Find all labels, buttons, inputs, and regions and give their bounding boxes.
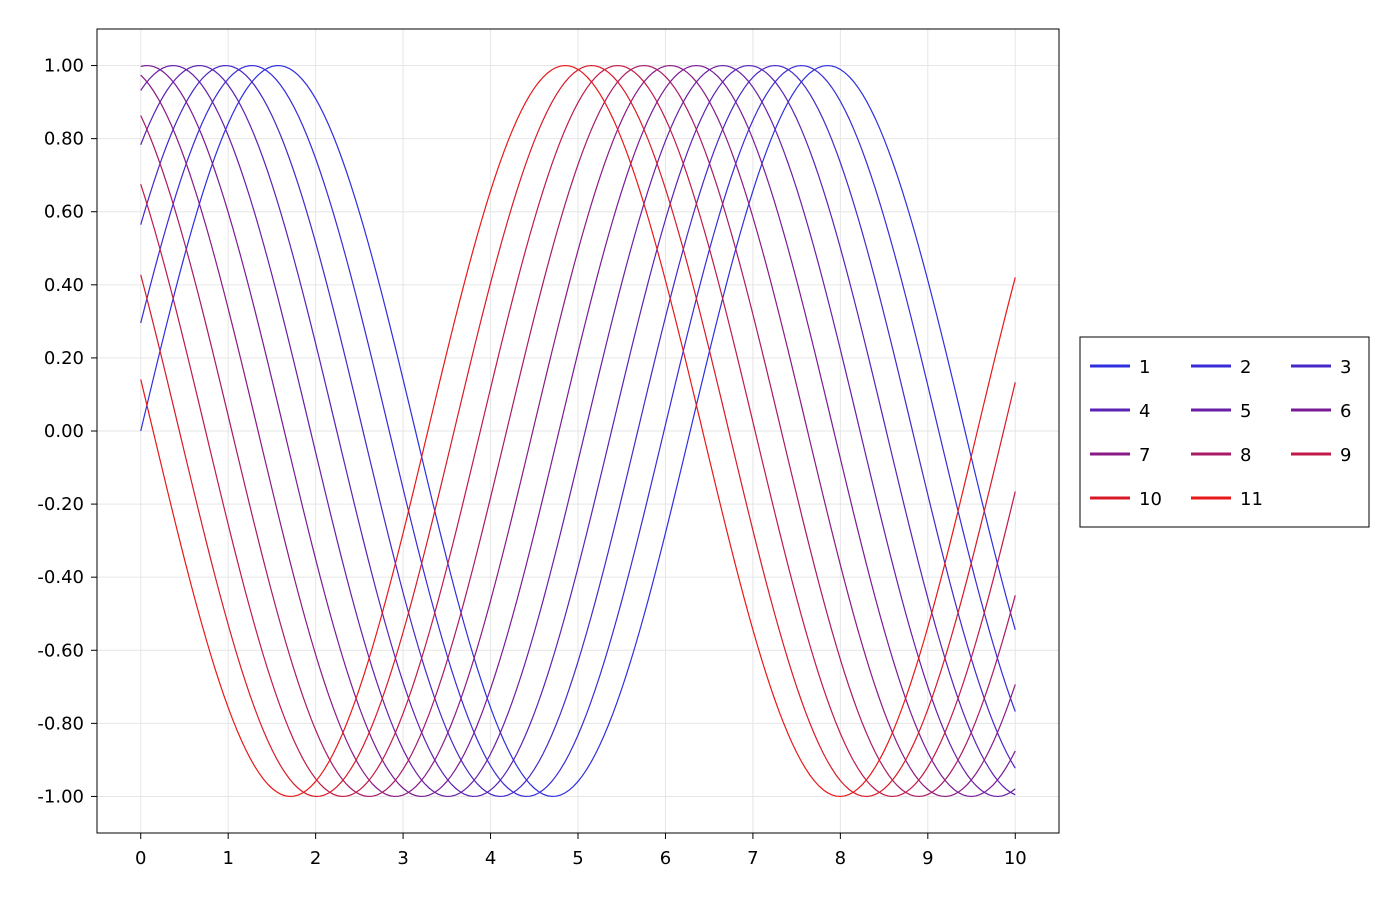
legend-label: 1 [1139,357,1150,378]
y-tick-label: 0.60 [44,202,84,223]
legend: 1 2 3 4 5 6 7 8 9 10 11 [1079,336,1370,528]
y-tick-label: -0.20 [37,494,84,515]
x-tick-label: 4 [485,848,496,869]
legend-box [1079,336,1370,528]
legend-item-6: 6 [1291,401,1351,422]
legend-label: 6 [1340,401,1351,422]
series-line-11 [140,64,1016,798]
legend-label: 4 [1139,401,1150,422]
legend-item-3: 3 [1291,357,1351,378]
series-line-3 [140,64,1016,798]
y-tick-label: 0.80 [44,129,84,150]
x-tick-label: 10 [1004,848,1027,869]
legend-item-7: 7 [1090,445,1150,466]
legend-item-2: 2 [1191,357,1251,378]
legend-label: 7 [1139,445,1150,466]
series-line-5 [140,64,1016,798]
series-line-8 [140,64,1016,798]
legend-item-5: 5 [1191,401,1251,422]
series-line-7 [140,64,1016,798]
x-tick-label: 6 [660,848,671,869]
legend-label: 8 [1240,445,1251,466]
legend-item-4: 4 [1090,401,1150,422]
y-tick-label: 0.00 [44,421,84,442]
y-tick-label: 0.20 [44,348,84,369]
series-line-1 [140,64,1016,798]
y-axis: 1.00 0.80 0.60 0.40 0.20 0.00 -0.20 -0.40 -0.60 -… [37,56,97,807]
legend-item-10: 10 [1090,489,1162,510]
legend-label: 5 [1240,401,1251,422]
x-tick-label: 3 [397,848,408,869]
series-line-2 [140,64,1016,798]
series-line-4 [140,64,1016,798]
y-tick-label: -0.60 [37,640,84,661]
x-tick-label: 8 [835,848,846,869]
x-tick-label: 0 [135,848,146,869]
series-lines [140,64,1016,798]
legend-label: 3 [1340,357,1351,378]
legend-item-9: 9 [1291,445,1351,466]
x-tick-label: 9 [922,848,933,869]
legend-label: 9 [1340,445,1351,466]
y-tick-label: -0.40 [37,567,84,588]
legend-item-1: 1 [1090,357,1150,378]
y-tick-label: 0.40 [44,275,84,296]
legend-item-11: 11 [1191,489,1263,510]
grid-lines [97,29,1059,833]
legend-label: 11 [1240,489,1263,510]
y-tick-label: 1.00 [44,56,84,77]
legend-label: 2 [1240,357,1251,378]
x-tick-label: 5 [572,848,583,869]
y-tick-label: -0.80 [37,713,84,734]
legend-label: 10 [1139,489,1162,510]
x-tick-label: 2 [310,848,321,869]
series-line-9 [140,64,1016,798]
x-tick-label: 7 [747,848,758,869]
series-line-6 [140,64,1016,798]
x-axis: 0 1 2 3 4 5 6 7 8 9 10 [135,833,1027,869]
legend-item-8: 8 [1191,445,1251,466]
y-tick-label: -1.00 [37,786,84,807]
x-tick-label: 1 [222,848,233,869]
